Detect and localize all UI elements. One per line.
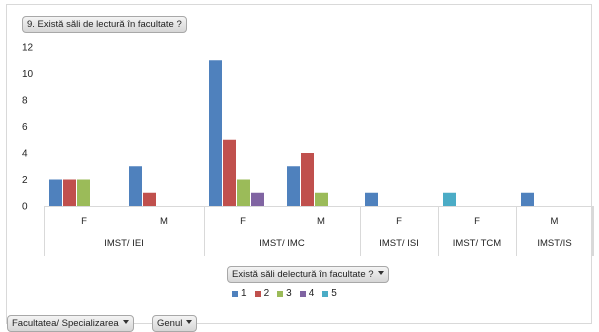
legend-item: 5 [322,288,337,299]
x-category-label: M [160,216,168,227]
y-tick-label: 8 [22,96,28,107]
chart-title: 9. Există săli de lectură în facultate ? [22,16,187,33]
legend-item: 1 [232,288,247,299]
bar [63,179,76,206]
y-tick-label: 6 [22,122,28,133]
x-category-label: M [551,216,559,227]
bar [223,139,236,206]
legend-item: 3 [277,288,292,299]
field-label-genul: Genul [157,318,183,329]
legend-swatch [232,290,238,297]
legend-item: 4 [299,288,315,299]
x-group-label: IMST/ IMC [259,238,305,249]
field-label-facultatea: Facultatea/ Specializarea [12,318,119,329]
legend-item: 2 [254,288,270,299]
y-tick-label: 2 [22,175,28,186]
bar [521,192,534,206]
x-category-label: F [396,216,402,227]
legend-label: 4 [308,288,315,299]
x-category-label: M [317,216,325,227]
chart-frame [6,4,592,324]
x-group-label: IMST/ ISI [379,238,419,249]
bar [365,192,378,206]
x-category-label: F [240,216,246,227]
chevron-down-icon [122,320,129,325]
y-tick-label: 10 [22,69,34,80]
x-group-label: IMST/IS [537,238,571,249]
legend: 1 2 3 4 5 [232,288,337,299]
x-category-label: F [474,216,480,227]
legend-swatch [277,290,284,297]
bar [77,179,90,206]
bar [143,192,156,206]
y-tick-label: 0 [22,202,28,213]
bar [49,179,62,206]
y-tick-label: 4 [22,149,28,160]
legend-label: 2 [263,288,270,299]
bar [251,192,264,206]
bar [443,192,456,206]
chevron-down-icon [377,271,384,276]
legend-filter-button[interactable]: Există săli delectură în facultate ? [227,266,389,283]
legend-label: 1 [241,288,247,299]
bar [237,179,250,206]
chart-title-text: 9. Există săli de lectură în facultate ? [27,19,182,30]
bar [301,153,314,206]
legend-swatch [322,290,329,297]
field-button-genul[interactable]: Genul [152,315,198,332]
legend-label: 3 [286,288,292,299]
bar [315,192,328,206]
x-category-label: F [81,216,87,227]
x-group-label: IMST/ IEI [104,238,144,249]
legend-swatch [299,290,306,297]
legend-field-label: Există săli delectură în facultate ? [232,269,374,280]
field-button-facultatea[interactable]: Facultatea/ Specializarea [7,315,134,332]
bar [209,60,222,206]
bar [129,166,142,206]
chevron-down-icon [186,320,193,325]
bar [287,166,300,206]
legend-label: 5 [331,288,337,299]
y-tick-label: 12 [22,43,34,54]
legend-swatch [254,290,261,297]
x-group-label: IMST/ TCM [453,238,501,249]
